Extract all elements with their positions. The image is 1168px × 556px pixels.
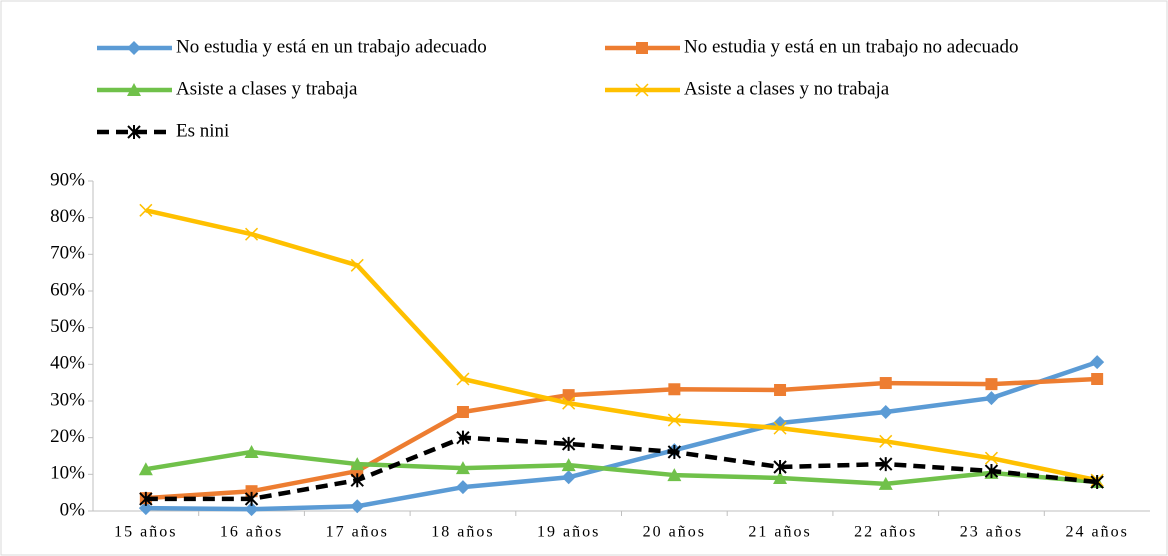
y-tick-label: 10%	[50, 463, 85, 484]
point-marker	[985, 378, 998, 391]
point-marker	[244, 491, 259, 506]
point-marker	[667, 444, 682, 459]
legend-marker	[127, 41, 141, 55]
y-tick-label: 80%	[50, 206, 85, 227]
point-marker	[139, 491, 153, 506]
y-tick-label: 0%	[60, 499, 86, 520]
point-marker	[455, 461, 470, 475]
point-marker	[562, 396, 576, 410]
point-marker	[138, 501, 153, 516]
point-marker	[350, 258, 364, 272]
point-marker	[456, 406, 469, 418]
point-marker	[667, 468, 682, 482]
point-marker	[350, 499, 365, 514]
point-marker	[774, 384, 787, 396]
y-tick-label: 40%	[50, 353, 85, 374]
series-line	[145, 449, 1098, 487]
point-marker	[773, 460, 787, 474]
point-marker	[773, 421, 787, 435]
point-marker	[138, 462, 153, 476]
point-marker	[455, 480, 470, 495]
x-tick-label: 15 años	[114, 524, 177, 541]
point-marker	[984, 391, 999, 406]
point-marker	[561, 458, 576, 472]
x-tick-label: 20 años	[643, 524, 706, 541]
x-tick-label: 21 años	[748, 524, 811, 541]
legend-label: Es nini	[176, 120, 229, 141]
x-tick-label: 17 años	[326, 524, 389, 541]
point-marker	[1090, 475, 1104, 490]
y-tick-label: 50%	[50, 316, 85, 337]
point-marker	[562, 389, 575, 402]
point-marker	[984, 451, 998, 465]
point-marker	[561, 436, 576, 451]
series-line	[145, 360, 1098, 512]
y-tick-label: 60%	[50, 279, 85, 300]
point-marker	[456, 430, 470, 445]
point-marker	[1091, 373, 1104, 385]
point-marker	[245, 227, 259, 241]
legend-label: Asiste a clases y no trabaja	[684, 78, 890, 99]
legend-label: No estudia y está en un trabajo no adecu…	[684, 36, 1019, 57]
x-tick-label: 24 años	[1065, 524, 1128, 541]
x-tick-label: 18 años	[431, 524, 494, 541]
point-marker	[561, 470, 576, 485]
point-marker	[878, 405, 893, 419]
point-marker	[773, 471, 788, 484]
x-tick-label: 22 años	[854, 524, 917, 541]
point-marker	[244, 502, 259, 517]
point-marker	[668, 383, 681, 396]
point-marker	[456, 372, 470, 386]
point-marker	[878, 476, 893, 490]
x-tick-label: 19 años	[537, 524, 600, 541]
point-marker	[879, 434, 893, 448]
x-tick-label: 23 años	[960, 524, 1023, 541]
x-tick-label: 16 años	[220, 524, 283, 541]
point-marker	[879, 457, 893, 472]
point-marker	[244, 444, 259, 458]
y-tick-label: 70%	[50, 243, 85, 264]
legend-marker	[127, 83, 141, 96]
point-marker	[245, 485, 258, 498]
series-line	[145, 208, 1098, 483]
point-marker	[350, 457, 365, 471]
point-marker	[1090, 355, 1105, 370]
legend-label: No estudia y está en un trabajo adecuado	[176, 36, 487, 57]
series-line	[145, 376, 1098, 501]
point-marker	[667, 413, 681, 427]
legend-label: Asiste a clases y trabaja	[176, 78, 358, 99]
point-marker	[879, 377, 892, 390]
legend-marker	[635, 83, 649, 97]
legend-marker	[636, 42, 648, 54]
point-marker	[139, 203, 153, 217]
legend-marker	[127, 125, 141, 139]
y-tick-label: 30%	[50, 389, 85, 410]
series-line	[145, 435, 1098, 502]
point-marker	[984, 464, 999, 479]
y-tick-label: 20%	[50, 426, 85, 447]
point-marker	[350, 473, 364, 488]
y-tick-label: 90%	[50, 169, 85, 190]
